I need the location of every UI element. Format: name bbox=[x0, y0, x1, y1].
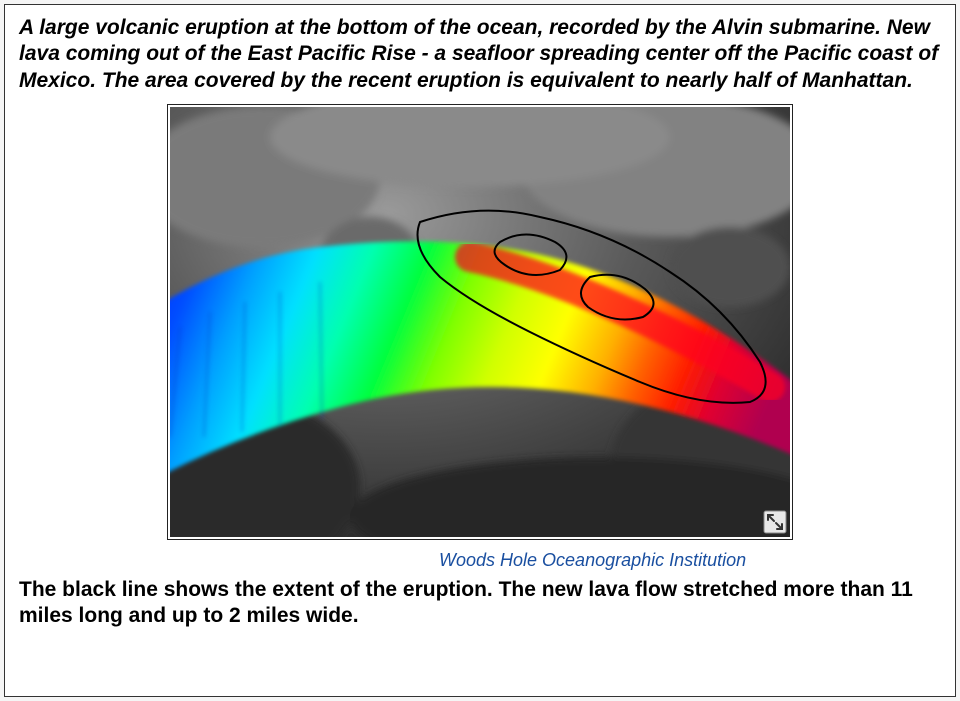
document-frame: A large volcanic eruption at the bottom … bbox=[4, 4, 956, 697]
figure-container bbox=[167, 104, 793, 540]
figure-credit: Woods Hole Oceanographic Institution bbox=[439, 550, 941, 571]
expand-icon[interactable] bbox=[764, 511, 786, 533]
figure-border bbox=[167, 104, 793, 540]
intro-paragraph: A large volcanic eruption at the bottom … bbox=[19, 15, 941, 94]
bathymetry-figure bbox=[170, 107, 790, 537]
caption-paragraph: The black line shows the extent of the e… bbox=[19, 577, 941, 630]
